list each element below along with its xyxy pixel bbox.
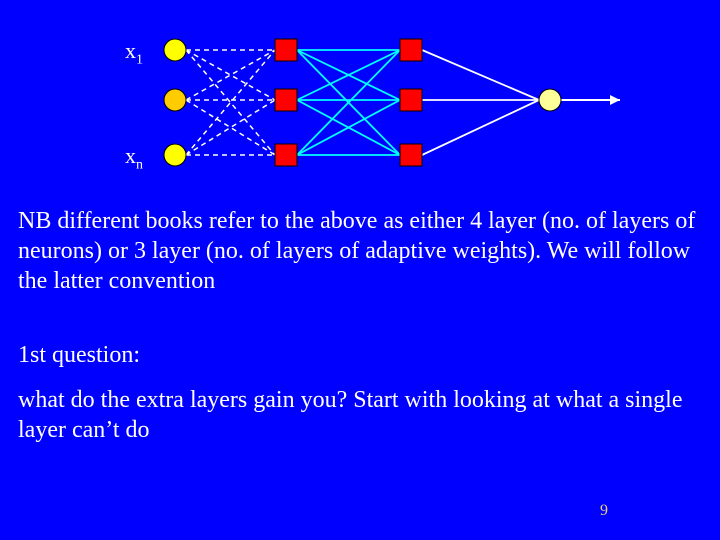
label-xn-sub: n: [136, 157, 143, 172]
question-body: what do the extra layers gain you? Start…: [18, 385, 688, 445]
nn-svg: [120, 20, 620, 190]
nn-diagram: x1 xn: [120, 20, 620, 190]
slide: x1 xn NB different books refer to the ab…: [0, 0, 720, 540]
label-x1: x1: [125, 38, 143, 68]
label-xn: xn: [125, 143, 143, 173]
label-x1-base: x: [125, 38, 136, 63]
question-heading: 1st question:: [18, 340, 702, 370]
para-nb: NB different books refer to the above as…: [18, 206, 702, 296]
page-number: 9: [600, 502, 608, 520]
label-xn-base: x: [125, 143, 136, 168]
label-x1-sub: 1: [136, 52, 143, 67]
